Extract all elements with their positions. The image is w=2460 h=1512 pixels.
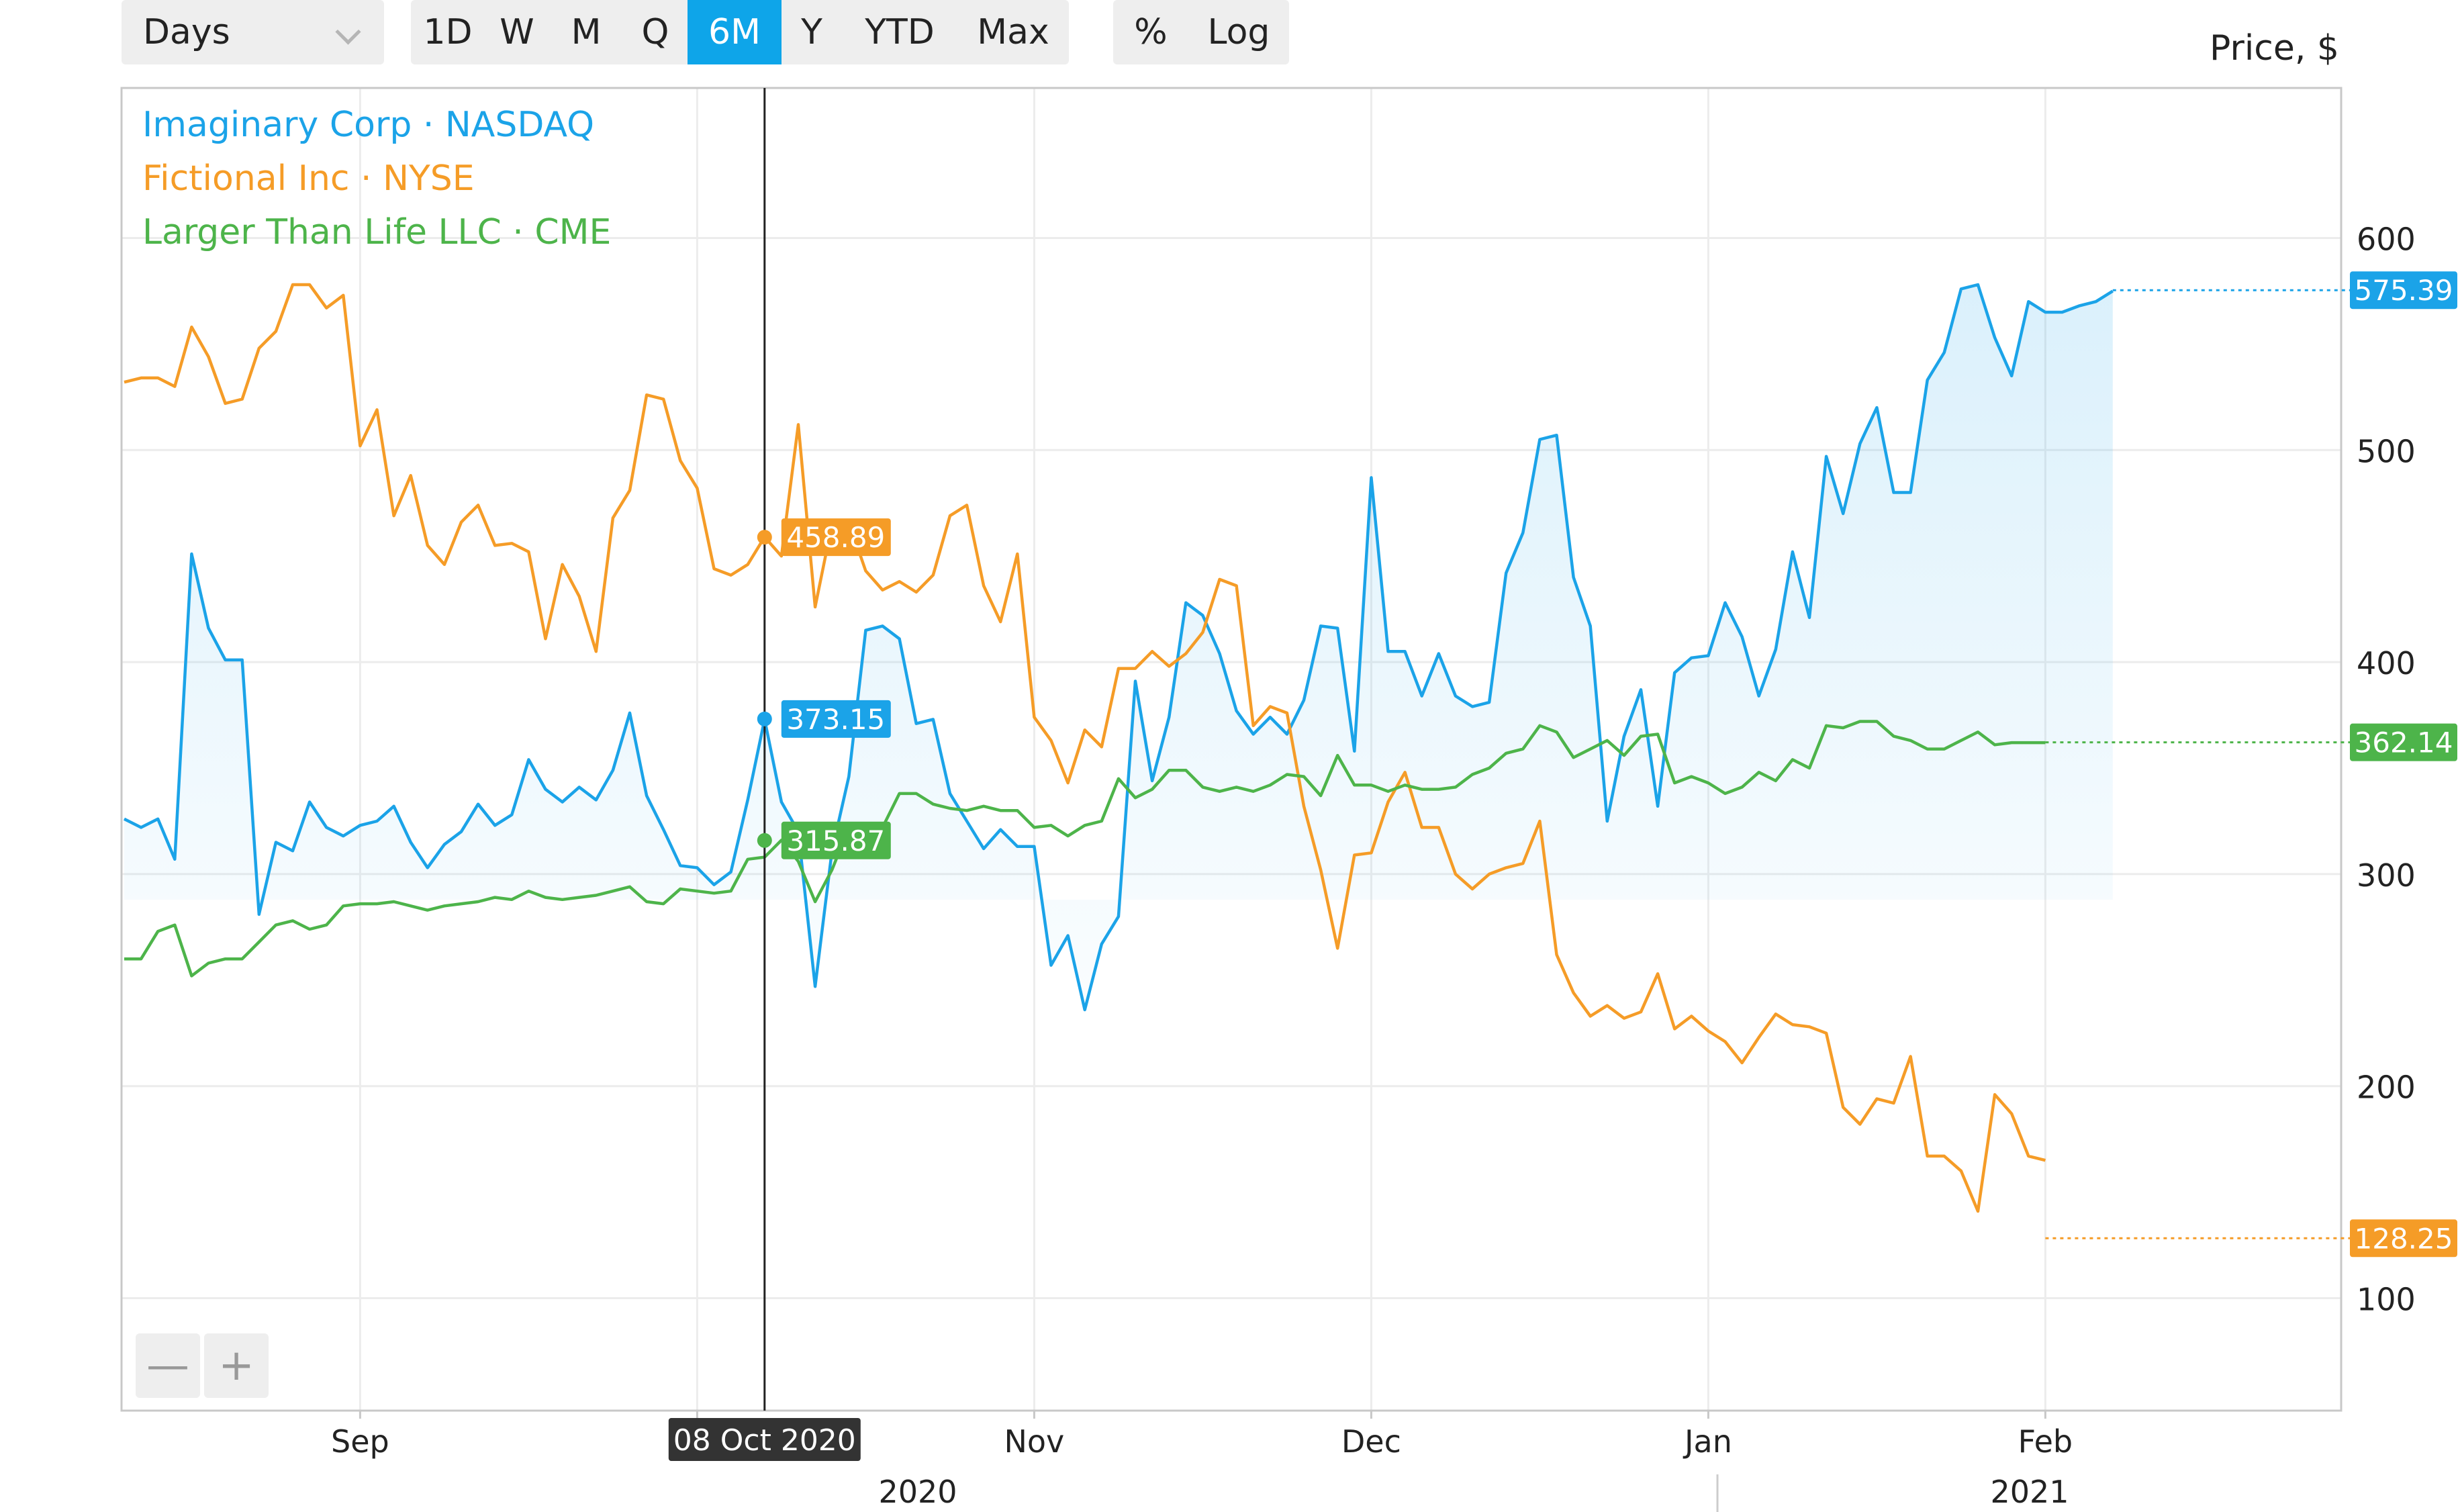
percent-scale-button[interactable]: % bbox=[1134, 12, 1168, 52]
crosshair-point bbox=[757, 530, 772, 545]
y-tick-label: 200 bbox=[2357, 1070, 2416, 1106]
series-line-1[interactable] bbox=[124, 283, 2046, 1213]
interval-dropdown[interactable]: Days bbox=[122, 0, 384, 64]
year-label: 2020 bbox=[878, 1474, 957, 1510]
range-button-y[interactable]: Y bbox=[801, 12, 822, 52]
crosshair-date-badge bbox=[668, 1418, 861, 1461]
last-value-label: 128.25 bbox=[2355, 1222, 2453, 1255]
x-tick-label: Jan bbox=[1683, 1423, 1732, 1460]
last-value-badge bbox=[2350, 271, 2457, 310]
zoom-out-button[interactable]: — bbox=[136, 1333, 200, 1398]
y-tick-label: 300 bbox=[2357, 857, 2416, 894]
range-button-group: 1D W M Q 6M Y YTD Max bbox=[411, 0, 1069, 64]
range-button-6m[interactable]: 6M bbox=[688, 0, 782, 64]
range-button-w[interactable]: W bbox=[500, 12, 534, 52]
x-tick-label: Nov bbox=[1004, 1423, 1065, 1460]
price-axis-label: Price, $ bbox=[2210, 28, 2339, 68]
crosshair-point bbox=[757, 711, 772, 726]
y-tick-label: 500 bbox=[2357, 433, 2416, 469]
crosshair-value-label: 458.89 bbox=[786, 521, 885, 554]
y-tick-label: 100 bbox=[2357, 1282, 2416, 1318]
range-button-ytd[interactable]: YTD bbox=[865, 12, 935, 52]
range-button-max[interactable]: Max bbox=[977, 12, 1049, 52]
crosshair-value-badge bbox=[781, 821, 891, 859]
legend-entry-1[interactable]: Fictional Inc · NYSE bbox=[142, 158, 475, 199]
plus-icon: + bbox=[218, 1341, 254, 1390]
minus-icon: — bbox=[146, 1341, 189, 1390]
y-tick-label: 600 bbox=[2357, 222, 2416, 258]
x-tick-label: Dec bbox=[1341, 1423, 1401, 1460]
range-button-m[interactable]: M bbox=[571, 12, 602, 52]
crosshair-value-label: 315.87 bbox=[786, 824, 885, 857]
legend-entry-0[interactable]: Imaginary Corp · NASDAQ bbox=[142, 105, 594, 145]
x-tick-label: Sep bbox=[331, 1423, 389, 1460]
crosshair-date-label: 08 Oct 2020 bbox=[673, 1423, 856, 1458]
crosshair-value-label: 373.15 bbox=[786, 703, 885, 736]
series-area-fill bbox=[124, 285, 2113, 1010]
last-value-label: 575.39 bbox=[2355, 274, 2453, 307]
range-button-q[interactable]: Q bbox=[641, 12, 669, 52]
y-tick-label: 400 bbox=[2357, 645, 2416, 681]
last-value-badge bbox=[2350, 723, 2457, 761]
x-tick-label: Feb bbox=[2018, 1423, 2073, 1460]
last-value-label: 362.14 bbox=[2355, 726, 2453, 759]
scale-button-group: % Log bbox=[1113, 0, 1289, 64]
zoom-in-button[interactable]: + bbox=[204, 1333, 269, 1398]
series-line-2[interactable] bbox=[124, 720, 2046, 978]
series-line-0[interactable] bbox=[123, 283, 2114, 1012]
crosshair-point bbox=[757, 833, 772, 848]
crosshair-value-badge bbox=[781, 700, 891, 738]
crosshair-value-badge bbox=[781, 518, 891, 557]
range-button-1d[interactable]: 1D bbox=[423, 12, 473, 52]
plot-frame bbox=[120, 87, 2343, 1412]
log-scale-button[interactable]: Log bbox=[1207, 12, 1270, 52]
interval-dropdown-value: Days bbox=[143, 12, 230, 52]
year-label: 2021 bbox=[1990, 1474, 2069, 1510]
last-value-badge bbox=[2350, 1219, 2457, 1258]
legend-entry-2[interactable]: Larger Than Life LLC · CME bbox=[142, 212, 611, 252]
